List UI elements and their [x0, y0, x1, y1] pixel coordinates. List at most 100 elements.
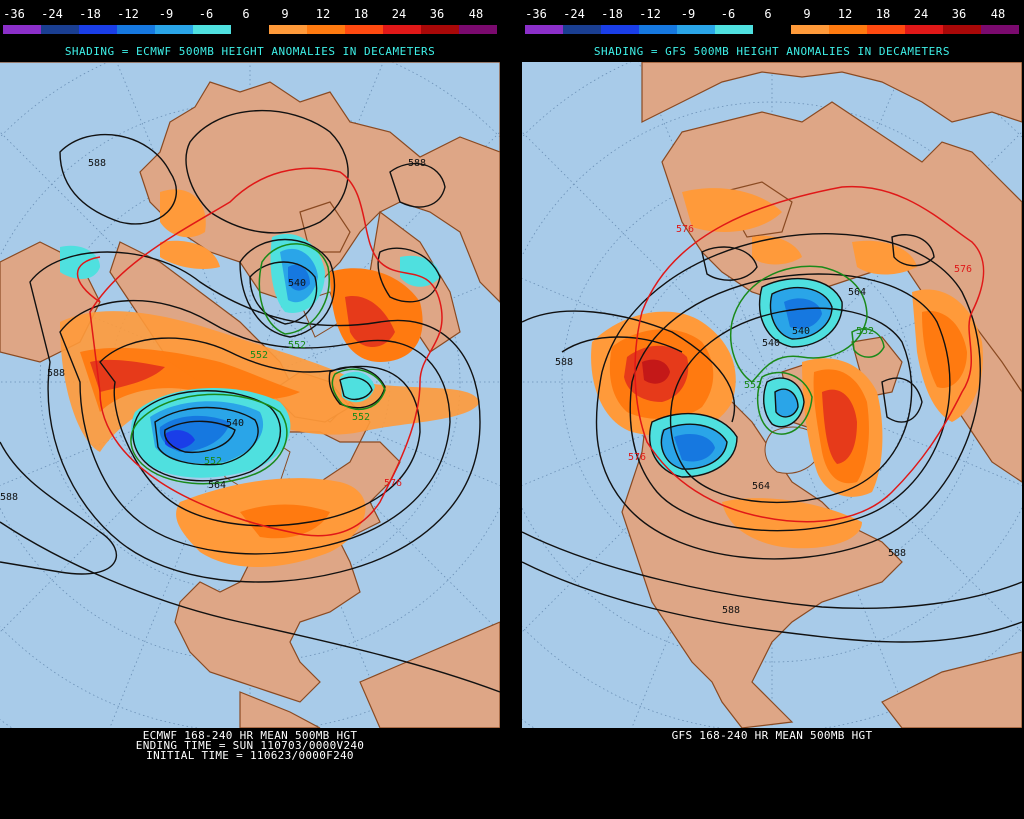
contour-label: 552 [856, 326, 874, 337]
tick-label: 24 [391, 7, 407, 21]
contour-label: 540 [792, 326, 810, 337]
tick-label: 9 [281, 7, 289, 21]
color-swatch [981, 25, 1019, 34]
positive-anomaly-shading [60, 189, 480, 567]
color-swatch [307, 25, 345, 34]
contour-label: 552 [744, 380, 762, 391]
contour-label: 588 [888, 548, 906, 559]
tick-label: 36 [951, 7, 967, 21]
gfs-map: 576 564 540 552 588 576 540 552 564 588 … [522, 62, 1022, 728]
contour-label: 576 [954, 264, 972, 275]
color-swatch [867, 25, 905, 34]
color-swatch [3, 25, 41, 34]
contour-label: 552 [204, 456, 222, 467]
color-swatch [943, 25, 981, 34]
tick-label: -6 [198, 7, 214, 21]
color-swatch [677, 25, 715, 34]
contour-label: 588 [555, 357, 573, 368]
tick-label: -6 [720, 7, 736, 21]
contour-labels: 588 588 588 540 552 552 540 552 552 564 … [0, 158, 426, 503]
tick-label: -36 [3, 7, 25, 21]
tick-label: 48 [468, 7, 484, 21]
tick-label: 18 [353, 7, 369, 21]
shading-title: SHADING = ECMWF 500MB HEIGHT ANOMALIES I… [64, 45, 436, 58]
color-swatch [905, 25, 943, 34]
tick-label: -18 [601, 7, 623, 21]
color-swatch [421, 25, 459, 34]
color-scale-bar [525, 25, 1019, 34]
color-swatch [563, 25, 601, 34]
contour-label: 564 [208, 480, 226, 491]
ecmwf-panel: -36 -24 -18 -12 -9 -6 6 9 12 18 24 36 48… [0, 0, 500, 819]
tick-label: -12 [117, 7, 139, 21]
color-swatch [753, 25, 791, 34]
gfs-panel: -36 -24 -18 -12 -9 -6 6 9 12 18 24 36 48… [522, 0, 1022, 819]
color-swatch [345, 25, 383, 34]
contour-label: 588 [47, 368, 65, 379]
footer-line: GFS 168-240 HR MEAN 500MB HGT [671, 729, 873, 742]
ecmwf-map: 588 588 588 540 552 552 540 552 552 564 … [0, 62, 500, 728]
color-swatch [193, 25, 231, 34]
contour-label: 552 [288, 340, 306, 351]
negative-anomaly-shading [60, 233, 440, 478]
color-swatch [117, 25, 155, 34]
color-swatch [231, 25, 269, 34]
tick-label: -18 [79, 7, 101, 21]
color-swatch [829, 25, 867, 34]
tick-label: -9 [680, 7, 696, 21]
tick-label: 24 [913, 7, 929, 21]
color-swatch [715, 25, 753, 34]
contour-label: 540 [226, 418, 244, 429]
height-contour-576 [76, 167, 443, 537]
contour-label: 540 [288, 278, 306, 289]
contour-label: 588 [0, 492, 18, 503]
tick-label: -12 [639, 7, 661, 21]
height-contour-552 [130, 243, 386, 485]
color-swatch [791, 25, 829, 34]
tick-label: 6 [242, 7, 250, 21]
contour-labels: 576 564 540 552 588 576 540 552 564 588 … [555, 224, 972, 616]
contour-label: 576 [676, 224, 694, 235]
color-swatch [525, 25, 563, 34]
color-swatch [269, 25, 307, 34]
contour-label: 588 [408, 158, 426, 169]
color-swatch [155, 25, 193, 34]
contour-label: 576 [384, 478, 402, 489]
footer-line: INITIAL TIME = 110623/0000F240 [146, 749, 354, 762]
tick-label: 48 [990, 7, 1006, 21]
hudson-bay [764, 426, 823, 474]
color-swatch [459, 25, 497, 34]
tick-label: -24 [41, 7, 63, 21]
shading-title: SHADING = GFS 500MB HEIGHT ANOMALIES IN … [593, 45, 951, 58]
tick-label: 12 [315, 7, 331, 21]
tick-label: -36 [525, 7, 547, 21]
tick-label: 9 [803, 7, 811, 21]
tick-label: -24 [563, 7, 585, 21]
tick-label: -9 [158, 7, 174, 21]
color-scale-ticks: -36 -24 -18 -12 -9 -6 6 9 12 18 24 36 48 [0, 7, 500, 21]
height-contours-black [0, 110, 500, 693]
contour-label: 588 [88, 158, 106, 169]
contour-label: 564 [752, 481, 770, 492]
color-scale-ticks: -36 -24 -18 -12 -9 -6 6 9 12 18 24 36 48 [522, 7, 1022, 21]
tick-label: 6 [764, 7, 772, 21]
panel-divider [500, 0, 522, 819]
color-swatch [41, 25, 79, 34]
color-swatch [383, 25, 421, 34]
color-scale-bar [3, 25, 497, 34]
color-swatch [601, 25, 639, 34]
height-contour-576 [634, 185, 985, 523]
footer-line: ECMWF 168-240 HR MEAN 500MB HGT [142, 729, 358, 742]
contour-label: 564 [848, 287, 866, 298]
tick-label: 12 [837, 7, 853, 21]
contour-label: 588 [722, 605, 740, 616]
height-contours-black [522, 233, 1022, 643]
footer-line: ENDING TIME = SUN 110703/0000V240 [135, 739, 365, 752]
contour-label: 540 [762, 338, 780, 349]
contour-label: 576 [628, 452, 646, 463]
color-swatch [79, 25, 117, 34]
color-swatch [639, 25, 677, 34]
height-contour-552 [730, 265, 885, 435]
contour-label: 552 [250, 350, 268, 361]
tick-label: 18 [875, 7, 891, 21]
